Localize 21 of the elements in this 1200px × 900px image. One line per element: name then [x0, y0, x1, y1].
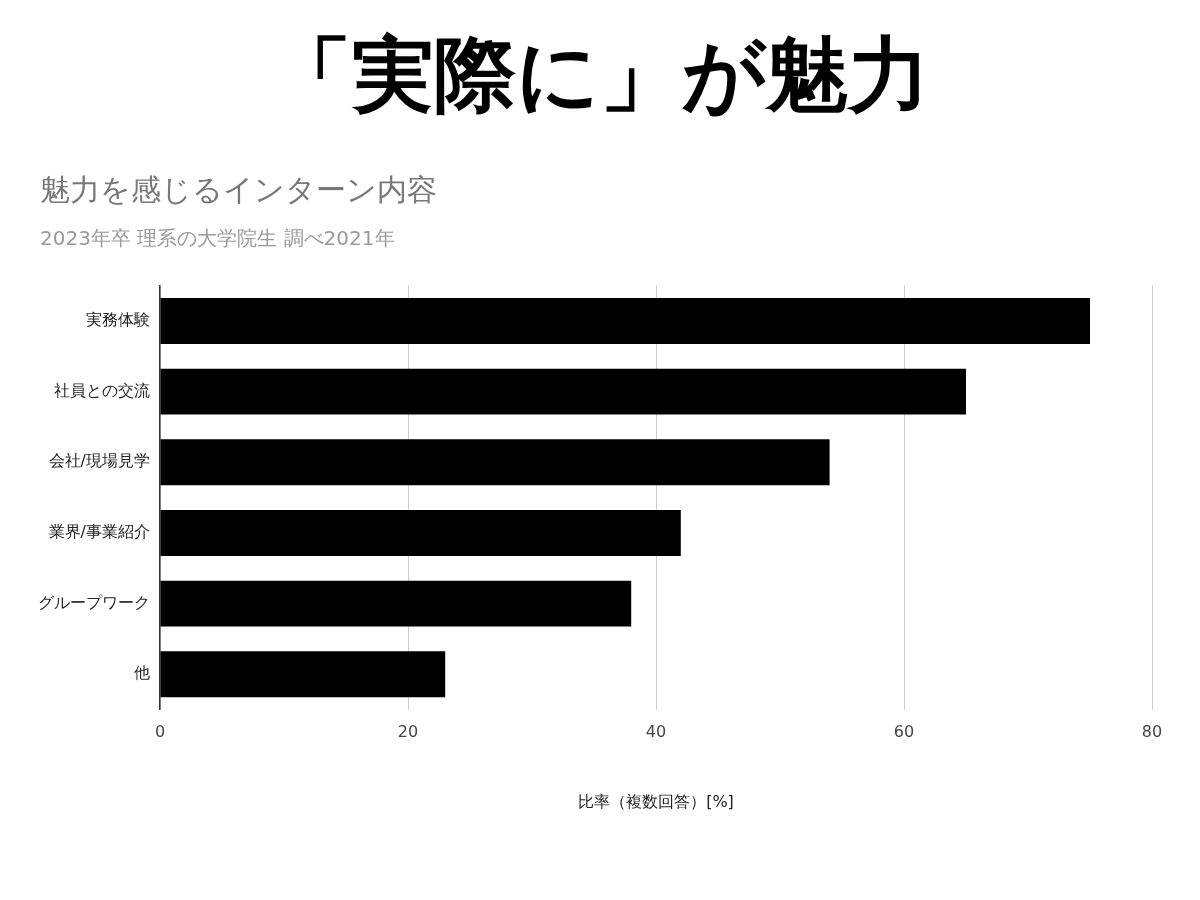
- y-tick-label: 業界/事業紹介: [48, 522, 150, 542]
- y-tick-label: 実務体験: [86, 310, 150, 330]
- bar: [160, 651, 446, 698]
- bar: [160, 509, 681, 556]
- x-axis-title: 比率（複数回答）[%]: [578, 791, 734, 811]
- chart-subtitle: 魅力を感じるインターン内容: [40, 171, 438, 209]
- chart-title: 「実際に」が魅力: [269, 26, 931, 124]
- x-tick-label: 60: [893, 722, 915, 742]
- bar: [160, 297, 1090, 344]
- y-tick-label: グループワーク: [38, 592, 150, 612]
- x-tick-label: 40: [645, 722, 667, 742]
- x-tick-label: 0: [154, 722, 166, 742]
- y-tick-label: 他: [134, 663, 150, 683]
- bar: [160, 368, 966, 415]
- x-tick-label: 20: [397, 722, 419, 742]
- y-tick-label: 会社/現場見学: [48, 451, 150, 471]
- x-tick-label: 80: [1141, 722, 1163, 742]
- y-tick-label: 社員との交流: [54, 380, 150, 400]
- text: 2023年卒 理系の大学院生 調べ2021年: [40, 225, 396, 252]
- bar: [160, 580, 632, 627]
- bar: [160, 439, 830, 486]
